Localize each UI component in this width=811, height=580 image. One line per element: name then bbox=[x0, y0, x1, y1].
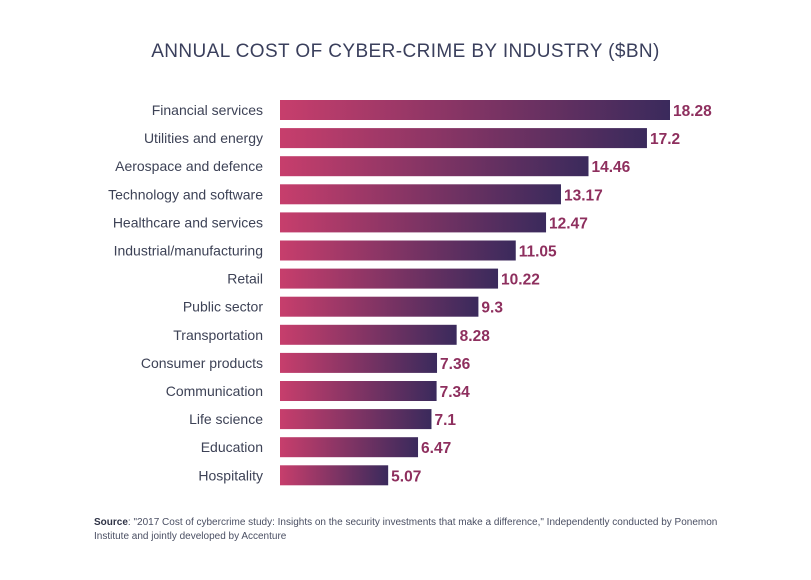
value-label: 5.07 bbox=[391, 468, 421, 485]
source-note: Source: "2017 Cost of cybercrime study: … bbox=[94, 516, 734, 544]
bar bbox=[280, 212, 547, 233]
bar bbox=[280, 465, 389, 486]
bar bbox=[280, 128, 647, 149]
chart-title: ANNUAL COST OF CYBER-CRIME BY INDUSTRY (… bbox=[151, 41, 660, 62]
value-label: 7.36 bbox=[440, 356, 471, 373]
category-label: Industrial/manufacturing bbox=[114, 243, 263, 259]
bar bbox=[280, 296, 479, 317]
category-label: Hospitality bbox=[198, 467, 263, 483]
bar bbox=[280, 437, 419, 458]
value-label: 6.47 bbox=[421, 440, 451, 457]
bar bbox=[280, 352, 438, 373]
category-label: Technology and software bbox=[108, 186, 263, 202]
bar bbox=[280, 100, 670, 120]
category-label: Life science bbox=[189, 411, 263, 427]
value-label: 7.1 bbox=[434, 412, 456, 429]
value-label: 13.17 bbox=[564, 187, 603, 204]
bar bbox=[280, 324, 457, 345]
category-label: Retail bbox=[227, 271, 263, 287]
category-label: Consumer products bbox=[141, 355, 263, 371]
bar bbox=[280, 156, 589, 177]
category-label: Education bbox=[201, 439, 263, 455]
category-label: Utilities and energy bbox=[144, 130, 263, 146]
category-label: Aerospace and defence bbox=[115, 158, 263, 174]
value-label: 17.2 bbox=[650, 131, 680, 148]
value-label: 11.05 bbox=[519, 244, 557, 261]
bar bbox=[280, 268, 499, 289]
value-label: 10.22 bbox=[501, 272, 540, 289]
category-label: Transportation bbox=[173, 327, 263, 343]
value-label: 18.28 bbox=[673, 103, 712, 120]
bars-group: Financial services 18.28 Utilities and ene… bbox=[108, 100, 712, 486]
bar bbox=[280, 240, 516, 261]
source-text: : "2017 Cost of cybercrime study: Insigh… bbox=[94, 517, 718, 542]
category-label: Healthcare and services bbox=[113, 214, 263, 230]
value-label: 7.34 bbox=[440, 384, 471, 401]
bar bbox=[280, 184, 561, 205]
category-label: Public sector bbox=[183, 299, 263, 315]
value-label: 8.28 bbox=[460, 328, 491, 345]
value-label: 9.3 bbox=[481, 300, 503, 317]
bar bbox=[280, 409, 432, 430]
value-label: 12.47 bbox=[549, 215, 588, 232]
category-label: Financial services bbox=[152, 102, 263, 118]
source-label: Source bbox=[94, 517, 128, 528]
bar bbox=[280, 381, 437, 401]
value-label: 14.46 bbox=[592, 159, 631, 176]
category-label: Communication bbox=[166, 383, 263, 399]
